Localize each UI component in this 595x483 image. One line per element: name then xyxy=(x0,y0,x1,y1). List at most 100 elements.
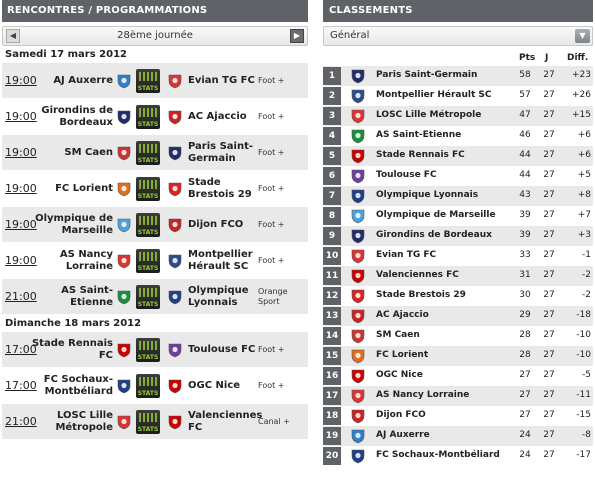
club-name[interactable]: Girondins de Bordeaux xyxy=(376,230,492,240)
club-crest-icon xyxy=(351,189,365,204)
club-crest-icon xyxy=(351,289,365,304)
club-name[interactable]: Olympique de Marseille xyxy=(376,210,496,220)
standings-row[interactable]: 5 Stade Rennais FC 44 27 +6 xyxy=(323,146,593,166)
stats-button[interactable]: STATS xyxy=(136,410,160,434)
goal-difference: -15 xyxy=(576,410,591,420)
goal-difference: +3 xyxy=(577,230,591,240)
tv-channel: Foot + xyxy=(258,345,285,354)
stats-button[interactable]: STATS xyxy=(136,177,160,201)
points: 47 xyxy=(519,110,531,120)
match-row[interactable]: 19:00 Olympique de Marseille STATS Dijon FC… xyxy=(2,207,308,243)
goal-difference: +15 xyxy=(572,110,591,120)
standings-row[interactable]: 10 Evian TG FC 33 27 -1 xyxy=(323,246,593,266)
rank-position: 16 xyxy=(323,367,341,385)
club-name[interactable]: SM Caen xyxy=(376,330,420,340)
match-time-link[interactable]: 19:00 xyxy=(5,146,37,159)
club-name[interactable]: OGC Nice xyxy=(376,370,423,380)
away-team-crest-icon xyxy=(168,218,182,233)
points: 24 xyxy=(519,450,531,460)
match-row[interactable]: 21:00 AS Saint-Etienne STATS Olympique Lyon… xyxy=(2,279,308,315)
home-team-crest-icon xyxy=(117,218,131,233)
stats-button[interactable]: STATS xyxy=(136,69,160,93)
stats-label: STATS xyxy=(137,390,159,397)
standings-row[interactable]: 8 Olympique de Marseille 39 27 +7 xyxy=(323,206,593,226)
standings-row[interactable]: 1 Paris Saint-Germain 58 27 +23 xyxy=(323,66,593,86)
chevron-down-icon[interactable]: ▼ xyxy=(575,29,590,43)
chevron-right-icon[interactable]: ▶ xyxy=(290,29,304,43)
match-time-link[interactable]: 17:00 xyxy=(5,343,37,356)
match-time-link[interactable]: 19:00 xyxy=(5,182,37,195)
standings-row[interactable]: 11 Valenciennes FC 31 27 -2 xyxy=(323,266,593,286)
match-row[interactable]: 21:00 LOSC Lille Métropole STATS Valencienn… xyxy=(2,404,308,440)
rank-position: 12 xyxy=(323,287,341,305)
club-name[interactable]: Toulouse FC xyxy=(376,170,437,180)
standings-row[interactable]: 6 Toulouse FC 44 27 +5 xyxy=(323,166,593,186)
points: 39 xyxy=(519,210,531,220)
club-name[interactable]: AS Nancy Lorraine xyxy=(376,390,470,400)
standings-panel: CLASSEMENTS Général ▼ Pts J Diff. 1 Paris… xyxy=(323,0,593,466)
standings-row[interactable]: 7 Olympique Lyonnais 43 27 +8 xyxy=(323,186,593,206)
match-time-link[interactable]: 17:00 xyxy=(5,379,37,392)
match-row[interactable]: 19:00 FC Lorient STATS Stade Brestois 29 Foo… xyxy=(2,171,308,207)
home-team: FC Lorient xyxy=(55,183,113,194)
stats-button[interactable]: STATS xyxy=(136,213,160,237)
club-name[interactable]: Stade Brestois 29 xyxy=(376,290,466,300)
match-row[interactable]: 19:00 AS Nancy Lorraine STATS Montpellier H… xyxy=(2,243,308,279)
club-name[interactable]: Montpellier Hérault SC xyxy=(376,90,492,100)
club-name[interactable]: AC Ajaccio xyxy=(376,310,429,320)
club-name[interactable]: Stade Rennais FC xyxy=(376,150,465,160)
standings-type-select[interactable]: Général ▼ xyxy=(323,26,593,46)
away-team: Olympique Lyonnais xyxy=(188,285,249,308)
stats-button[interactable]: STATS xyxy=(136,105,160,129)
standings-row[interactable]: 13 AC Ajaccio 29 27 -18 xyxy=(323,306,593,326)
match-time-link[interactable]: 19:00 xyxy=(5,218,37,231)
standings-row[interactable]: 12 Stade Brestois 29 30 27 -2 xyxy=(323,286,593,306)
standings-row[interactable]: 14 SM Caen 28 27 -10 xyxy=(323,326,593,346)
match-row[interactable]: 17:00 FC Sochaux-Montbéliard STATS OGC Nice… xyxy=(2,368,308,404)
standings-row[interactable]: 15 FC Lorient 28 27 -10 xyxy=(323,346,593,366)
club-name[interactable]: AJ Auxerre xyxy=(376,430,430,440)
club-name[interactable]: Paris Saint-Germain xyxy=(376,70,478,80)
chevron-left-icon[interactable]: ◀ xyxy=(6,29,20,43)
club-name[interactable]: LOSC Lille Métropole xyxy=(376,110,482,120)
standings-row[interactable]: 19 AJ Auxerre 24 27 -8 xyxy=(323,426,593,446)
match-time-link[interactable]: 21:00 xyxy=(5,415,37,428)
stats-button[interactable]: STATS xyxy=(136,249,160,273)
home-team-crest-icon xyxy=(117,290,131,305)
stats-button[interactable]: STATS xyxy=(136,374,160,398)
stats-button[interactable]: STATS xyxy=(136,338,160,362)
club-name[interactable]: AS Saint-Etienne xyxy=(376,130,462,140)
club-name[interactable]: Evian TG FC xyxy=(376,250,437,260)
tv-channel: Foot + xyxy=(258,381,285,390)
match-time-link[interactable]: 19:00 xyxy=(5,110,37,123)
standings-row[interactable]: 2 Montpellier Hérault SC 57 27 +26 xyxy=(323,86,593,106)
home-team: AS Nancy Lorraine xyxy=(59,249,113,272)
match-row[interactable]: 19:00 SM Caen STATS Paris Saint-Germain Foot… xyxy=(2,135,308,171)
standings-row[interactable]: 9 Girondins de Bordeaux 39 27 +3 xyxy=(323,226,593,246)
match-time-link[interactable]: 21:00 xyxy=(5,290,37,303)
club-name[interactable]: Valenciennes FC xyxy=(376,270,459,280)
standings-row[interactable]: 20 FC Sochaux-Montbéliard 24 27 -17 xyxy=(323,446,593,466)
club-name[interactable]: FC Sochaux-Montbéliard xyxy=(376,450,500,460)
standings-row[interactable]: 18 Dijon FCO 27 27 -15 xyxy=(323,406,593,426)
goal-difference: -17 xyxy=(576,450,591,460)
club-name[interactable]: Olympique Lyonnais xyxy=(376,190,479,200)
match-time-link[interactable]: 19:00 xyxy=(5,254,37,267)
match-row[interactable]: 17:00 Stade Rennais FC STATS Toulouse FC Foo… xyxy=(2,332,308,368)
standings-row[interactable]: 16 OGC Nice 27 27 -5 xyxy=(323,366,593,386)
standings-row[interactable]: 3 LOSC Lille Métropole 47 27 +15 xyxy=(323,106,593,126)
rank-position: 11 xyxy=(323,267,341,285)
club-name[interactable]: FC Lorient xyxy=(376,350,429,360)
matches-panel: RENCONTRES / PROGRAMMATIONS ◀ 28ème jour… xyxy=(2,0,308,440)
standings-row[interactable]: 17 AS Nancy Lorraine 27 27 -11 xyxy=(323,386,593,406)
club-name[interactable]: Dijon FCO xyxy=(376,410,426,420)
match-time-link[interactable]: 19:00 xyxy=(5,74,37,87)
match-row[interactable]: 19:00 AJ Auxerre STATS Evian TG FC Foot + xyxy=(2,63,308,99)
standings-row[interactable]: 4 AS Saint-Etienne 46 27 +6 xyxy=(323,126,593,146)
rank-position: 6 xyxy=(323,167,341,185)
round-selector[interactable]: ◀ 28ème journée ▶ xyxy=(2,26,308,46)
match-row[interactable]: 19:00 Girondins de Bordeaux STATS AC Ajacci… xyxy=(2,99,308,135)
away-team: AC Ajaccio xyxy=(188,111,247,122)
stats-button[interactable]: STATS xyxy=(136,141,160,165)
stats-button[interactable]: STATS xyxy=(136,285,160,309)
